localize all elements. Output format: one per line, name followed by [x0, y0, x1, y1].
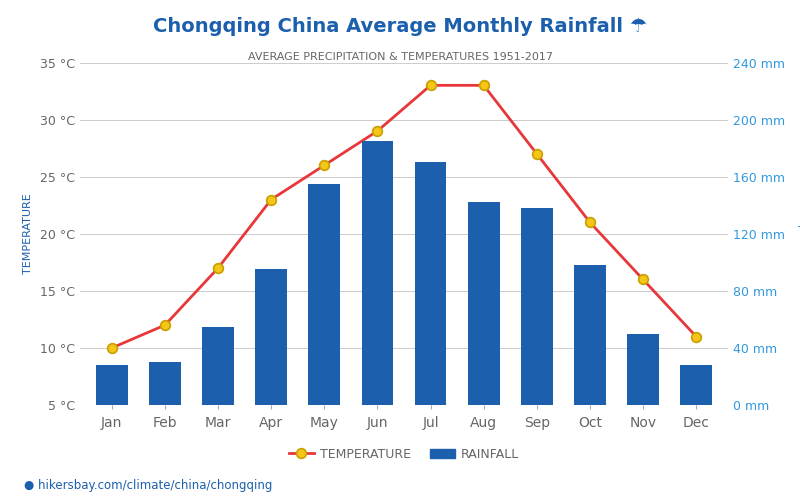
Bar	[521, 208, 553, 405]
Y-axis label: TEMPERATURE: TEMPERATURE	[23, 194, 33, 274]
Bar	[468, 202, 500, 405]
Bar	[414, 162, 446, 405]
Bar	[680, 365, 712, 405]
Text: ● hikersbay.com/climate/china/chongqing: ● hikersbay.com/climate/china/chongqing	[24, 480, 272, 492]
Text: AVERAGE PRECIPITATION & TEMPERATURES 1951-2017: AVERAGE PRECIPITATION & TEMPERATURES 195…	[247, 52, 553, 62]
Bar	[362, 141, 394, 405]
Bar	[255, 270, 287, 405]
Bar	[96, 365, 128, 405]
Bar	[308, 184, 340, 405]
Bar	[627, 334, 659, 405]
Y-axis label: Precipitation: Precipitation	[796, 199, 800, 268]
Legend: TEMPERATURE, RAINFALL: TEMPERATURE, RAINFALL	[284, 442, 524, 466]
Bar	[202, 326, 234, 405]
Bar	[149, 362, 181, 405]
Text: Chongqing China Average Monthly Rainfall ☂: Chongqing China Average Monthly Rainfall…	[153, 18, 647, 36]
Bar	[574, 265, 606, 405]
